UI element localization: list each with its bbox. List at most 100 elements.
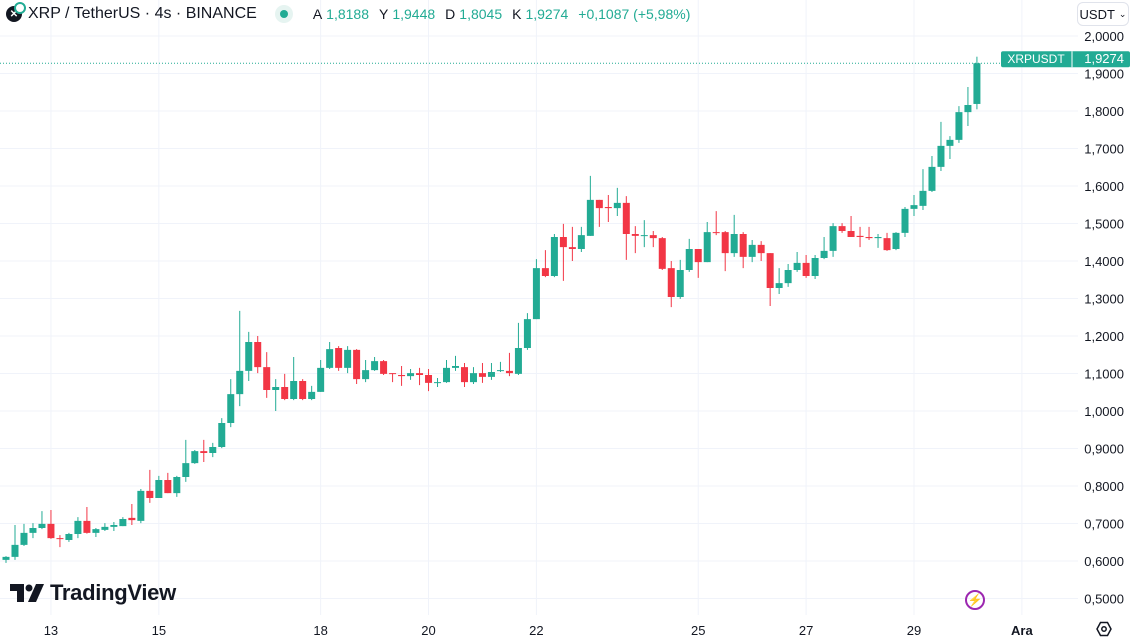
candle-body (577, 235, 585, 249)
lightning-icon[interactable]: ⚡ (965, 590, 985, 610)
candle-body (937, 145, 945, 167)
candle-body (802, 262, 810, 276)
candle-body (955, 112, 963, 140)
y-tick-label: 1,5000 (1084, 217, 1124, 232)
candle-up (937, 121, 945, 171)
candle-body (47, 523, 55, 539)
y-tick-label: 1,0000 (1084, 404, 1124, 419)
candle-down (505, 352, 513, 377)
candle-up (2, 556, 10, 563)
candle-up (793, 252, 801, 272)
candle-up (487, 363, 495, 380)
candle-body (973, 63, 981, 104)
candle-up (928, 156, 936, 192)
candle-up (326, 342, 334, 369)
candle-body (748, 244, 756, 257)
candle-down (622, 196, 630, 260)
symbol-title[interactable]: XRP / TetherUS · 4s · BINANCE (28, 5, 257, 22)
candle-body (892, 232, 900, 249)
candle-down (847, 216, 855, 237)
candle-down (541, 250, 549, 278)
candle-body (550, 237, 558, 276)
candle-up (973, 56, 981, 110)
candle-body (434, 382, 442, 384)
chart-header: ✕ XRP / TetherUS · 4s · BINANCE A 1,8188 … (6, 2, 691, 25)
x-tick-label: 29 (907, 623, 921, 638)
y-tick-label: 1,1000 (1084, 367, 1124, 382)
x-tick-label: 25 (691, 623, 705, 638)
currency-button[interactable]: USDT ⌄ (1077, 2, 1129, 26)
candle-body (919, 190, 927, 206)
candle-body (730, 234, 738, 254)
candle-body (496, 370, 504, 372)
candle-up (191, 450, 199, 464)
gear-icon[interactable] (1095, 620, 1113, 638)
candle-body (290, 381, 298, 399)
candle-body (694, 249, 702, 263)
market-open-dot-icon[interactable] (274, 5, 293, 23)
candle-body (128, 517, 136, 521)
candle-body (964, 105, 972, 113)
candle-up (532, 259, 540, 320)
candle-body (416, 373, 424, 375)
candle-down (425, 369, 433, 392)
candle-body (478, 373, 486, 377)
candle-up (676, 259, 684, 299)
price-axis[interactable]: 2,0000 1,9000 1,8000 1,7000 1,6000 1,5000 1,40… (1084, 29, 1124, 607)
candle-down (712, 211, 720, 236)
candle-body (101, 526, 109, 530)
candle-up (901, 207, 909, 237)
high-label: Y (378, 6, 389, 22)
candle-body (847, 231, 855, 237)
candle-up (209, 442, 217, 458)
candle-up (101, 523, 109, 531)
candle-down (380, 360, 388, 375)
candle-down (559, 223, 567, 281)
candle-up (362, 360, 370, 383)
candle-body (182, 463, 190, 477)
candle-down (766, 253, 774, 306)
candle-up (577, 226, 585, 252)
candle-down (460, 363, 468, 387)
price-label-value: 1,9274 (1084, 51, 1124, 66)
x-tick-label: 18 (313, 623, 327, 638)
candles (2, 56, 981, 563)
y-tick-label: 1,2000 (1084, 329, 1124, 344)
y-tick-label: 1,8000 (1084, 104, 1124, 119)
candle-body (173, 477, 181, 494)
candle-body (685, 249, 693, 270)
candle-body (362, 370, 370, 380)
candle-body (83, 520, 91, 533)
x-tick-label: Ara (1011, 623, 1033, 638)
candle-body (425, 375, 433, 383)
candle-up (227, 379, 235, 428)
candle-body (811, 258, 819, 276)
candle-body (784, 270, 792, 284)
change-value: +0,1087 (+5,98%) (578, 6, 691, 22)
tradingview-logo[interactable]: TradingView (10, 580, 176, 606)
candle-body (766, 253, 774, 288)
candle-body (865, 237, 873, 239)
candle-up (775, 268, 783, 294)
candle-up (748, 240, 756, 263)
candle-up (910, 195, 918, 216)
candle-body (883, 238, 891, 251)
candle-body (460, 367, 468, 383)
candle-up (119, 517, 127, 527)
candle-body (29, 528, 37, 533)
candle-body (326, 349, 334, 368)
candle-body (631, 234, 639, 236)
time-axis[interactable]: 13 15 18 20 22 25 27 29 Ara (44, 623, 1034, 638)
candle-body (703, 232, 711, 263)
candle-body (92, 529, 100, 533)
y-tick-label: 0,6000 (1084, 554, 1124, 569)
low-value: 1,8045 (459, 6, 503, 22)
candle-body (532, 268, 540, 320)
candle-body (2, 556, 10, 560)
high-value: 1,9448 (392, 6, 436, 22)
candle-up (434, 378, 442, 387)
y-tick-label: 1,7000 (1084, 142, 1124, 157)
candle-body (155, 480, 163, 498)
candle-down (47, 510, 55, 539)
